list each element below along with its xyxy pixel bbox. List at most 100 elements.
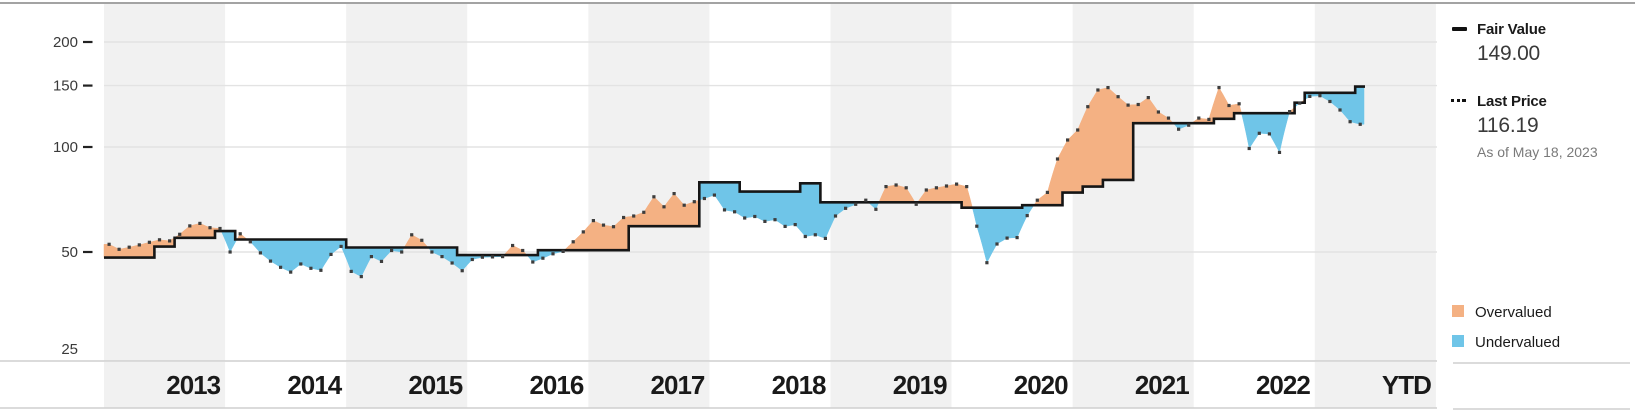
price-dot <box>531 260 535 264</box>
price-dot <box>420 238 424 242</box>
price-dot <box>198 221 202 225</box>
price-dot <box>218 226 222 231</box>
price-dot <box>944 184 949 188</box>
price-dot <box>783 224 787 228</box>
price-dot <box>490 255 495 259</box>
price-dot <box>1146 96 1150 100</box>
price-dot <box>1096 88 1100 92</box>
fair-value-label: Fair Value <box>1477 21 1546 38</box>
price-dot <box>1177 127 1181 131</box>
overvalued-label: Overvalued <box>1475 304 1552 321</box>
price-dot <box>591 219 595 223</box>
year-stripe <box>346 3 468 361</box>
price-dot <box>1136 102 1140 107</box>
price-dot <box>712 193 716 197</box>
price-dot <box>137 243 141 247</box>
price-dot <box>480 255 484 259</box>
price-dot <box>692 200 696 204</box>
price-dot <box>1318 94 1322 98</box>
price-dot <box>1126 103 1130 107</box>
x-axis-year-label: 2013 <box>166 370 220 400</box>
price-dot <box>400 250 404 254</box>
fair-value-step-line <box>104 85 1365 259</box>
y-axis-tick-label: 200 <box>53 34 78 51</box>
year-stripe <box>1314 3 1436 361</box>
price-dot <box>157 238 162 242</box>
price-dot <box>168 239 172 243</box>
price-dot <box>1166 116 1171 120</box>
price-dot <box>1035 198 1039 202</box>
last-price-dotted-icon <box>1451 99 1466 103</box>
price-dot <box>1338 108 1342 112</box>
price-dot <box>208 226 212 230</box>
price-dot <box>359 275 363 279</box>
price-dot <box>258 251 262 255</box>
price-dot <box>450 261 454 265</box>
price-dot <box>884 185 888 189</box>
last-price-amount: 116.19 <box>1477 114 1539 137</box>
price-dot <box>541 256 545 260</box>
price-dot <box>763 219 767 223</box>
price-dot <box>329 252 333 256</box>
price-dot <box>1288 110 1292 114</box>
price-dot <box>1328 99 1332 104</box>
price-dot <box>743 216 747 220</box>
price-dot <box>188 224 192 228</box>
x-axis-year-label: 2019 <box>893 370 947 400</box>
price-dot <box>178 232 182 236</box>
x-axis-year-label: 2015 <box>408 370 462 400</box>
undervalued-area <box>1241 112 1290 152</box>
year-stripe-axis <box>830 362 952 408</box>
price-dot <box>501 255 505 259</box>
price-dot <box>864 198 868 202</box>
price-dot <box>823 236 827 240</box>
price-dot <box>924 188 928 192</box>
price-dot <box>773 218 777 222</box>
price-dot <box>1267 132 1271 136</box>
price-dot <box>390 248 394 253</box>
price-dot <box>309 266 313 270</box>
last-price-label: Last Price <box>1477 93 1547 110</box>
price-dot <box>279 265 283 269</box>
price-dot <box>813 233 817 237</box>
price-dot <box>803 234 807 239</box>
undervalued-swatch-icon <box>1452 335 1464 347</box>
x-axis-year-label: 2021 <box>1135 370 1189 400</box>
price-dot <box>722 208 727 212</box>
price-dot <box>793 223 797 227</box>
price-dot <box>975 224 979 228</box>
price-dot <box>904 186 908 190</box>
price-dot <box>611 225 616 229</box>
y-tick-dash <box>83 40 93 44</box>
fair-value-line-icon <box>1452 27 1467 31</box>
price-dot <box>1076 128 1080 132</box>
price-dot <box>652 195 656 199</box>
price-dot <box>702 196 706 201</box>
price-dot <box>914 202 918 206</box>
price-dot <box>379 259 384 263</box>
y-axis-tick-label: 150 <box>53 78 78 95</box>
y-axis-tick-label: 100 <box>53 139 78 156</box>
chart-legend-panel: Fair Value 149.00 Last Price 116.19 As o… <box>1437 0 1635 418</box>
x-axis-year-label: 2017 <box>651 370 705 400</box>
price-dot <box>874 207 878 211</box>
price-dot <box>551 252 555 256</box>
price-dot <box>349 269 353 273</box>
price-dot <box>1197 116 1201 120</box>
price-dot <box>1277 150 1282 154</box>
price-dot <box>1348 120 1352 124</box>
price-dot <box>147 240 151 244</box>
price-dot <box>571 240 575 244</box>
price-dot <box>1045 190 1049 194</box>
price-dot <box>228 250 232 254</box>
year-stripe-axis <box>1314 362 1436 408</box>
price-dot <box>632 214 636 218</box>
price-dot <box>511 243 515 248</box>
price-dot <box>521 248 525 253</box>
price-dot <box>985 261 989 265</box>
price-dot <box>339 244 343 248</box>
price-dot <box>117 247 121 251</box>
price-dot <box>268 259 273 263</box>
